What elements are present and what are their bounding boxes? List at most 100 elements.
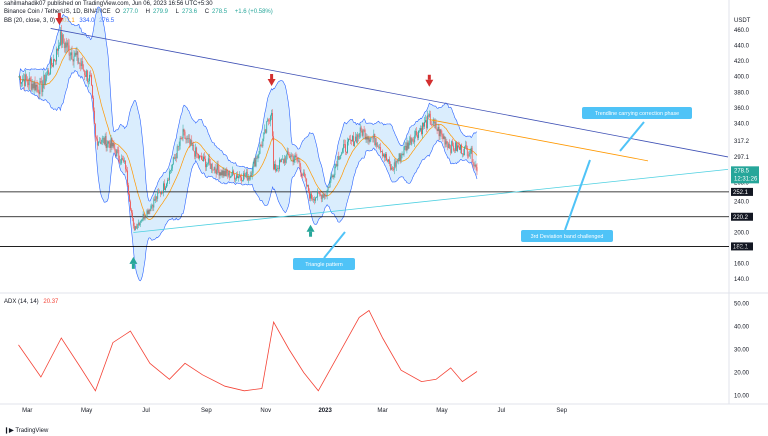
candle-body [262, 138, 264, 147]
candle-body [305, 177, 307, 179]
candle-body [141, 219, 143, 222]
candle-body [231, 175, 233, 177]
candle-body [189, 138, 191, 145]
price-axis-unit: USDT [734, 18, 751, 24]
candle-body [346, 151, 347, 153]
candle-body [147, 210, 149, 214]
candle-body [50, 58, 52, 74]
candle-body [222, 170, 224, 176]
callout-pointer [564, 159, 591, 231]
candle-body [149, 209, 151, 211]
candle-body [192, 144, 194, 146]
candle-body [87, 70, 89, 82]
candle-body [458, 145, 459, 147]
candle-body [39, 81, 41, 95]
candle-body [35, 84, 37, 91]
candle-body [30, 80, 32, 90]
candle-body [196, 147, 198, 154]
candle-body [473, 165, 475, 166]
candle-body [301, 172, 303, 176]
candle-body [55, 60, 56, 62]
candle-body [220, 172, 222, 176]
candle-body [308, 185, 309, 193]
candle-body [288, 154, 290, 157]
candle-body [273, 136, 274, 170]
candle-body [187, 138, 189, 139]
adx-line [18, 309, 478, 392]
bollinger-basis-line [18, 47, 478, 220]
candle-body [407, 142, 409, 149]
candle-body [113, 142, 115, 148]
green-up-arrow [306, 224, 315, 232]
price-tick-label: 140.0 [734, 277, 750, 283]
candle-body [177, 146, 179, 147]
candle-body [293, 159, 295, 163]
candle-body [249, 175, 251, 180]
candle-body [429, 113, 431, 125]
candle-body [378, 146, 380, 148]
logo-icon: ❙▶ [4, 428, 16, 434]
bb-upper-value: 334.0 [79, 18, 95, 24]
symbol-name[interactable]: Binance Coin / TetherUS, 1D, BINANCE [4, 9, 111, 15]
candle-body [77, 51, 79, 64]
candle-body [275, 164, 276, 171]
candle-body [437, 126, 439, 131]
candle-body [359, 127, 361, 137]
time-tick-label: Sep [201, 408, 212, 414]
candle-body [476, 167, 478, 172]
candle-body [96, 138, 98, 146]
candle-body [398, 153, 400, 160]
candle-body [420, 128, 421, 131]
candle-body [143, 214, 145, 219]
candle-body [321, 194, 323, 200]
candle-body [190, 140, 192, 145]
candle-body [99, 141, 101, 144]
price-tick-label: 400.0 [734, 75, 750, 81]
bar-countdown-label: 12:31:26 [734, 176, 758, 182]
tradingview-logo[interactable]: ❙▶ TradingView [4, 427, 48, 434]
candle-body [161, 191, 163, 194]
candle-body [81, 61, 83, 67]
candle-body [268, 119, 270, 121]
candle-body [95, 137, 97, 139]
candle-body [85, 75, 87, 77]
candle-body [406, 142, 408, 151]
candle-body [58, 45, 60, 46]
candle-body [115, 150, 117, 157]
candle-body [57, 48, 58, 51]
candle-body [205, 164, 207, 168]
adx-indicator-legend[interactable]: ADX (14, 14) 20.37 [4, 299, 61, 305]
candle-body [92, 85, 93, 98]
candle-body [47, 70, 49, 75]
candle-body [339, 158, 341, 160]
red-down-arrow-stem [427, 74, 431, 80]
candle-body [171, 163, 173, 169]
candle-body [444, 136, 446, 145]
candle-body [106, 143, 108, 148]
candle-body [475, 164, 477, 168]
candle-body [154, 199, 156, 201]
candle-body [160, 191, 162, 194]
callout-box [582, 107, 692, 119]
candle-body [241, 177, 242, 181]
candle-body [257, 155, 259, 159]
candle-body [140, 221, 142, 222]
candle-body [68, 45, 70, 56]
candle-body [309, 192, 310, 199]
candle-body [470, 147, 472, 154]
candle-body [324, 194, 326, 196]
price-tick-label: 380.0 [734, 90, 750, 96]
candle-body [414, 135, 416, 143]
candle-body [425, 120, 427, 129]
candle-body [134, 226, 136, 231]
candle-body [206, 163, 208, 165]
candle-body [224, 170, 226, 177]
candle-body [417, 135, 419, 138]
adx-tick-label: 40.00 [734, 325, 750, 331]
candle-body [441, 133, 443, 135]
candle-body [165, 187, 166, 190]
candle-body [372, 137, 374, 139]
candle-body [270, 115, 272, 122]
candle-body [411, 139, 413, 145]
